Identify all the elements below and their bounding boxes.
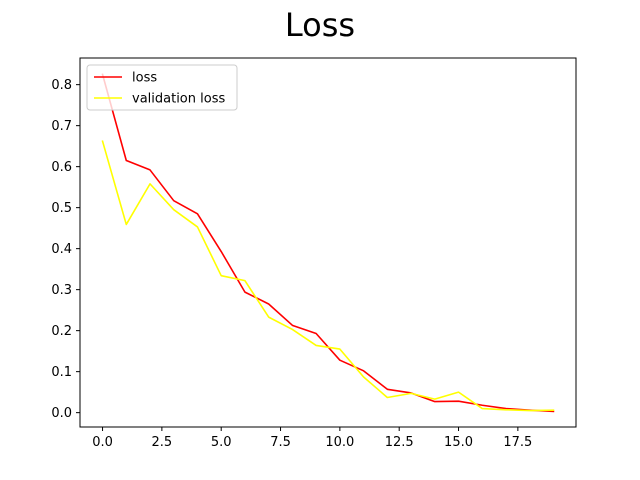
x-tick-label: 5.0 xyxy=(211,435,232,450)
y-tick-label: 0.3 xyxy=(51,283,72,298)
chart-title: Loss xyxy=(285,6,355,44)
legend: loss validation loss xyxy=(86,64,238,111)
plot-area-frame xyxy=(79,57,577,428)
y-tick-label: 0.2 xyxy=(51,324,72,339)
y-tick-label: 0.1 xyxy=(51,365,72,380)
x-tick-label: 7.5 xyxy=(270,435,291,450)
legend-box xyxy=(86,64,238,111)
y-tick-label: 0.0 xyxy=(51,406,72,421)
y-tick-label: 0.4 xyxy=(51,242,72,257)
legend-label-0: loss xyxy=(132,71,157,86)
x-tick-label: 12.5 xyxy=(385,435,414,450)
series-layer xyxy=(101,73,555,413)
y-tick-label: 0.7 xyxy=(51,119,72,134)
x-tick-label: 10.0 xyxy=(325,435,354,450)
y-tick-label: 0.6 xyxy=(51,160,72,175)
x-tick-label: 15.0 xyxy=(444,435,473,450)
y-axis: 0.0 0.1 0.2 0.3 0.4 0.5 0.6 0.7 0.8 xyxy=(51,78,80,421)
legend-label-1: validation loss xyxy=(132,92,225,107)
series-line-0 xyxy=(101,73,555,413)
x-tick-label: 2.5 xyxy=(152,435,173,450)
x-tick-label: 17.5 xyxy=(503,435,532,450)
y-tick-label: 0.5 xyxy=(51,201,72,216)
series-line-1 xyxy=(101,140,555,412)
y-tick-label: 0.8 xyxy=(51,78,72,93)
x-axis: 0.0 2.5 5.0 7.5 10.0 12.5 15.0 17.5 xyxy=(92,427,532,450)
x-tick-label: 0.0 xyxy=(92,435,113,450)
